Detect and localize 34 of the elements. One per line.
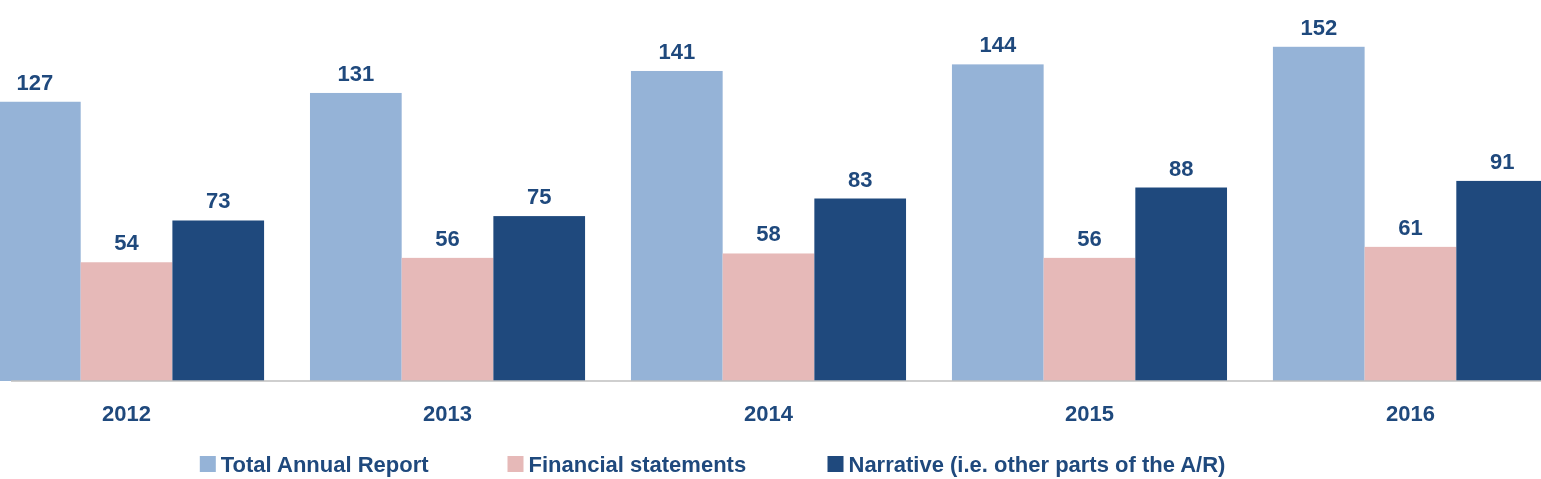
legend-label: Total Annual Report — [220, 452, 430, 477]
data-label: 144 — [979, 32, 1017, 58]
data-label: 61 — [1398, 214, 1423, 240]
data-label: 141 — [658, 38, 696, 64]
x-tick-label: 2012 — [102, 401, 152, 426]
legend-label: Financial statements — [528, 452, 747, 477]
data-label: 75 — [526, 184, 552, 210]
x-tick-label: 2016 — [1385, 401, 1435, 426]
bar — [401, 257, 494, 381]
bar — [1272, 46, 1365, 381]
data-label: 56 — [435, 225, 460, 251]
data-label: 152 — [1300, 14, 1338, 40]
data-label: 83 — [847, 166, 873, 192]
bar — [630, 70, 723, 381]
x-tick-label: 2013 — [423, 401, 472, 426]
legend-label: Narrative (i.e. other parts of the A/R) — [848, 452, 1226, 477]
bar — [1135, 187, 1228, 381]
data-label: 58 — [756, 221, 781, 247]
bar — [172, 220, 265, 381]
bar — [951, 64, 1044, 381]
bar — [722, 253, 815, 381]
data-label: 127 — [16, 69, 54, 95]
data-label: 91 — [1489, 148, 1515, 174]
bar — [1043, 257, 1136, 381]
data-label: 73 — [205, 188, 231, 214]
bar — [309, 92, 402, 381]
data-label: 88 — [1168, 155, 1194, 181]
bar — [814, 198, 907, 381]
bar — [493, 216, 586, 381]
x-tick-label: 2014 — [744, 401, 794, 426]
data-label: 131 — [337, 60, 375, 86]
x-tick-label: 2015 — [1065, 401, 1114, 426]
data-label: 56 — [1077, 225, 1102, 251]
data-label: 54 — [114, 230, 140, 256]
